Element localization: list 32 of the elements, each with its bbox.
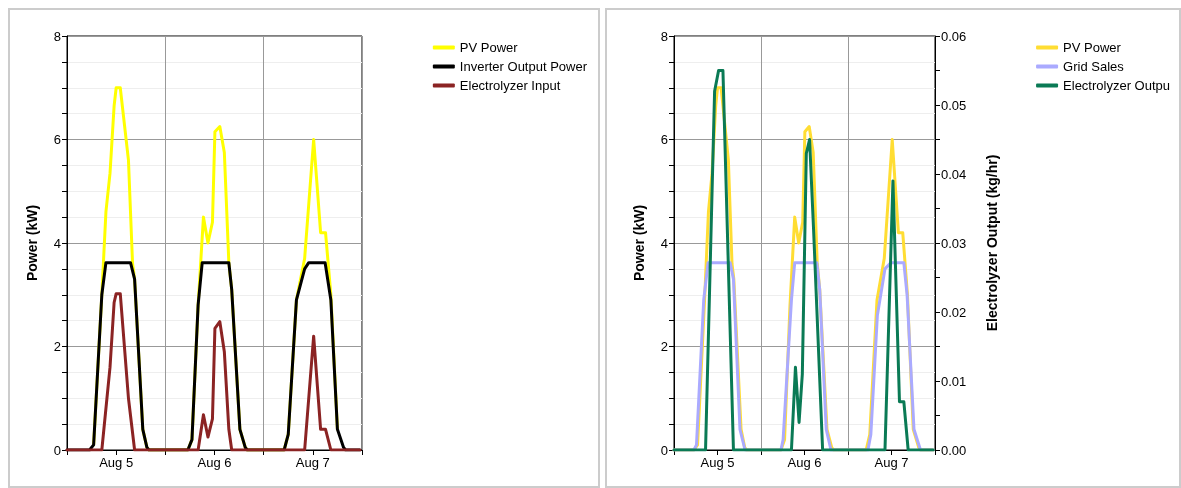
x-tick-label: Aug 6 xyxy=(787,455,822,470)
y-tick-label: 0 xyxy=(53,442,61,458)
legend-label: Electrolyzer Outpu xyxy=(1063,78,1170,93)
x-tick-label: Aug 5 xyxy=(700,455,735,470)
y2-tick-label: 0.03 xyxy=(941,235,967,251)
x-tick-label: Aug 7 xyxy=(295,455,330,470)
y2-tick-label: 0.00 xyxy=(941,442,967,458)
x-tick-label: Aug 6 xyxy=(197,455,232,470)
y-tick-label: 6 xyxy=(660,132,668,147)
y-tick-label: 8 xyxy=(53,28,61,44)
y-tick-label: 4 xyxy=(53,235,61,251)
y-tick-label: 0 xyxy=(660,442,668,458)
y-tick-label: 6 xyxy=(53,132,61,147)
y2-axis-title: Electrolyzer Output (kg/hr) xyxy=(984,154,1000,332)
y2-tick-label: 0.05 xyxy=(941,97,967,113)
legend-label: PV Power xyxy=(459,40,519,55)
y-axis-title: Power (kW) xyxy=(24,204,40,282)
y2-tick-label: 0.02 xyxy=(941,304,967,320)
y2-tick-label: 0.01 xyxy=(941,373,967,389)
legend-label: PV Power xyxy=(1063,40,1122,55)
y2-tick-label: 0.06 xyxy=(941,28,967,44)
y-tick-label: 8 xyxy=(660,28,668,44)
y-tick-label: 2 xyxy=(53,339,61,354)
y2-tick-label: 0.04 xyxy=(941,166,967,182)
legend-label: Inverter Output Power xyxy=(459,59,588,74)
legend-label: Electrolyzer Input xyxy=(459,78,561,93)
x-tick-label: Aug 7 xyxy=(874,455,909,470)
y-tick-label: 4 xyxy=(660,235,668,251)
x-tick-label: Aug 5 xyxy=(99,455,134,470)
y-tick-label: 2 xyxy=(660,339,668,354)
y-axis-title: Power (kW) xyxy=(631,204,647,282)
legend-label: Grid Sales xyxy=(1063,59,1125,74)
